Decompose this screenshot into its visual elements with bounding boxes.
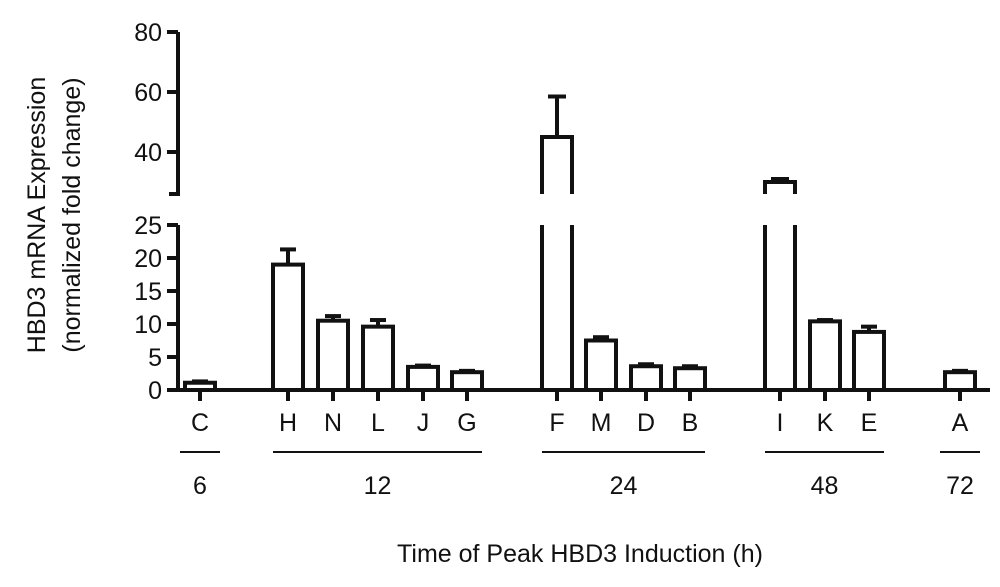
category-label-D: D [637,409,655,437]
group-label: 72 [946,472,974,500]
category-label-G: G [457,409,476,437]
bar-J [406,363,440,392]
group-72: 72 [940,451,980,500]
bar-rect [629,364,663,392]
bar-D [629,362,663,392]
y-tick-label: 5 [148,344,162,372]
bar-rect [361,324,395,393]
bar-G [450,368,484,392]
bar-N [316,314,350,393]
bar-H [271,247,305,393]
x-axis-label: Time of Peak HBD3 Induction (h) [397,540,763,568]
group-12: 12 [273,451,482,500]
bar-rect [316,318,350,393]
bar-K [808,318,842,392]
y-tick-label: 0 [148,377,162,405]
category-label-H: H [279,409,297,437]
y-tick-label: 25 [134,212,162,240]
y-tick-label: 80 [134,19,162,47]
bar-lower-part [763,225,797,390]
bars [183,94,977,393]
bar-C [183,379,217,392]
bar-M [584,335,618,392]
y-tick-label: 20 [134,245,162,273]
bar-upper-part [540,135,574,194]
y-axis-title: HBD3 mRNA Expression (normalized fold ch… [23,77,86,353]
bar-E [852,324,886,393]
category-label-L: L [371,409,385,437]
group-24: 24 [542,451,705,500]
bar-rect [450,370,484,392]
y-tick-label: 15 [134,278,162,306]
y-tick-label: 60 [134,79,162,107]
bar-rect [673,366,707,393]
bar-I [763,177,797,390]
group-48: 48 [765,451,884,500]
bar-upper-part [763,180,797,194]
group-labels: 6 12 24 48 72 [180,451,980,500]
category-label-E: E [861,409,878,437]
category-label-M: M [591,409,612,437]
y-tick-label: 40 [134,139,162,167]
group-label: 12 [364,472,392,500]
group-label: 48 [811,472,839,500]
bar-L [361,318,395,393]
bar-rect [943,370,977,392]
category-label-N: N [324,409,342,437]
group-6: 6 [180,451,220,500]
bar-F [540,94,574,390]
bar-rect [852,329,886,393]
bar-rect [584,338,618,392]
group-label: 6 [193,472,207,500]
bar-lower-part [540,225,574,390]
category-label-A: A [952,409,969,437]
category-label-F: F [549,409,564,437]
category-label-K: K [817,409,834,437]
bar-rect [183,380,217,392]
bar-rect [406,364,440,392]
bar-rect [808,319,842,392]
bar-A [943,368,977,392]
category-label-B: B [682,409,699,437]
y-axis-label: HBD3 mRNA Expression [23,77,51,353]
category-label-C: C [191,409,209,437]
bar-B [673,364,707,393]
group-label: 24 [610,472,638,500]
y-tick-label: 10 [134,311,162,339]
bar-rect [271,262,305,393]
category-label-I: I [777,409,784,437]
y-axis-label-units: (normalized fold change) [58,77,86,352]
category-label-J: J [417,409,430,437]
